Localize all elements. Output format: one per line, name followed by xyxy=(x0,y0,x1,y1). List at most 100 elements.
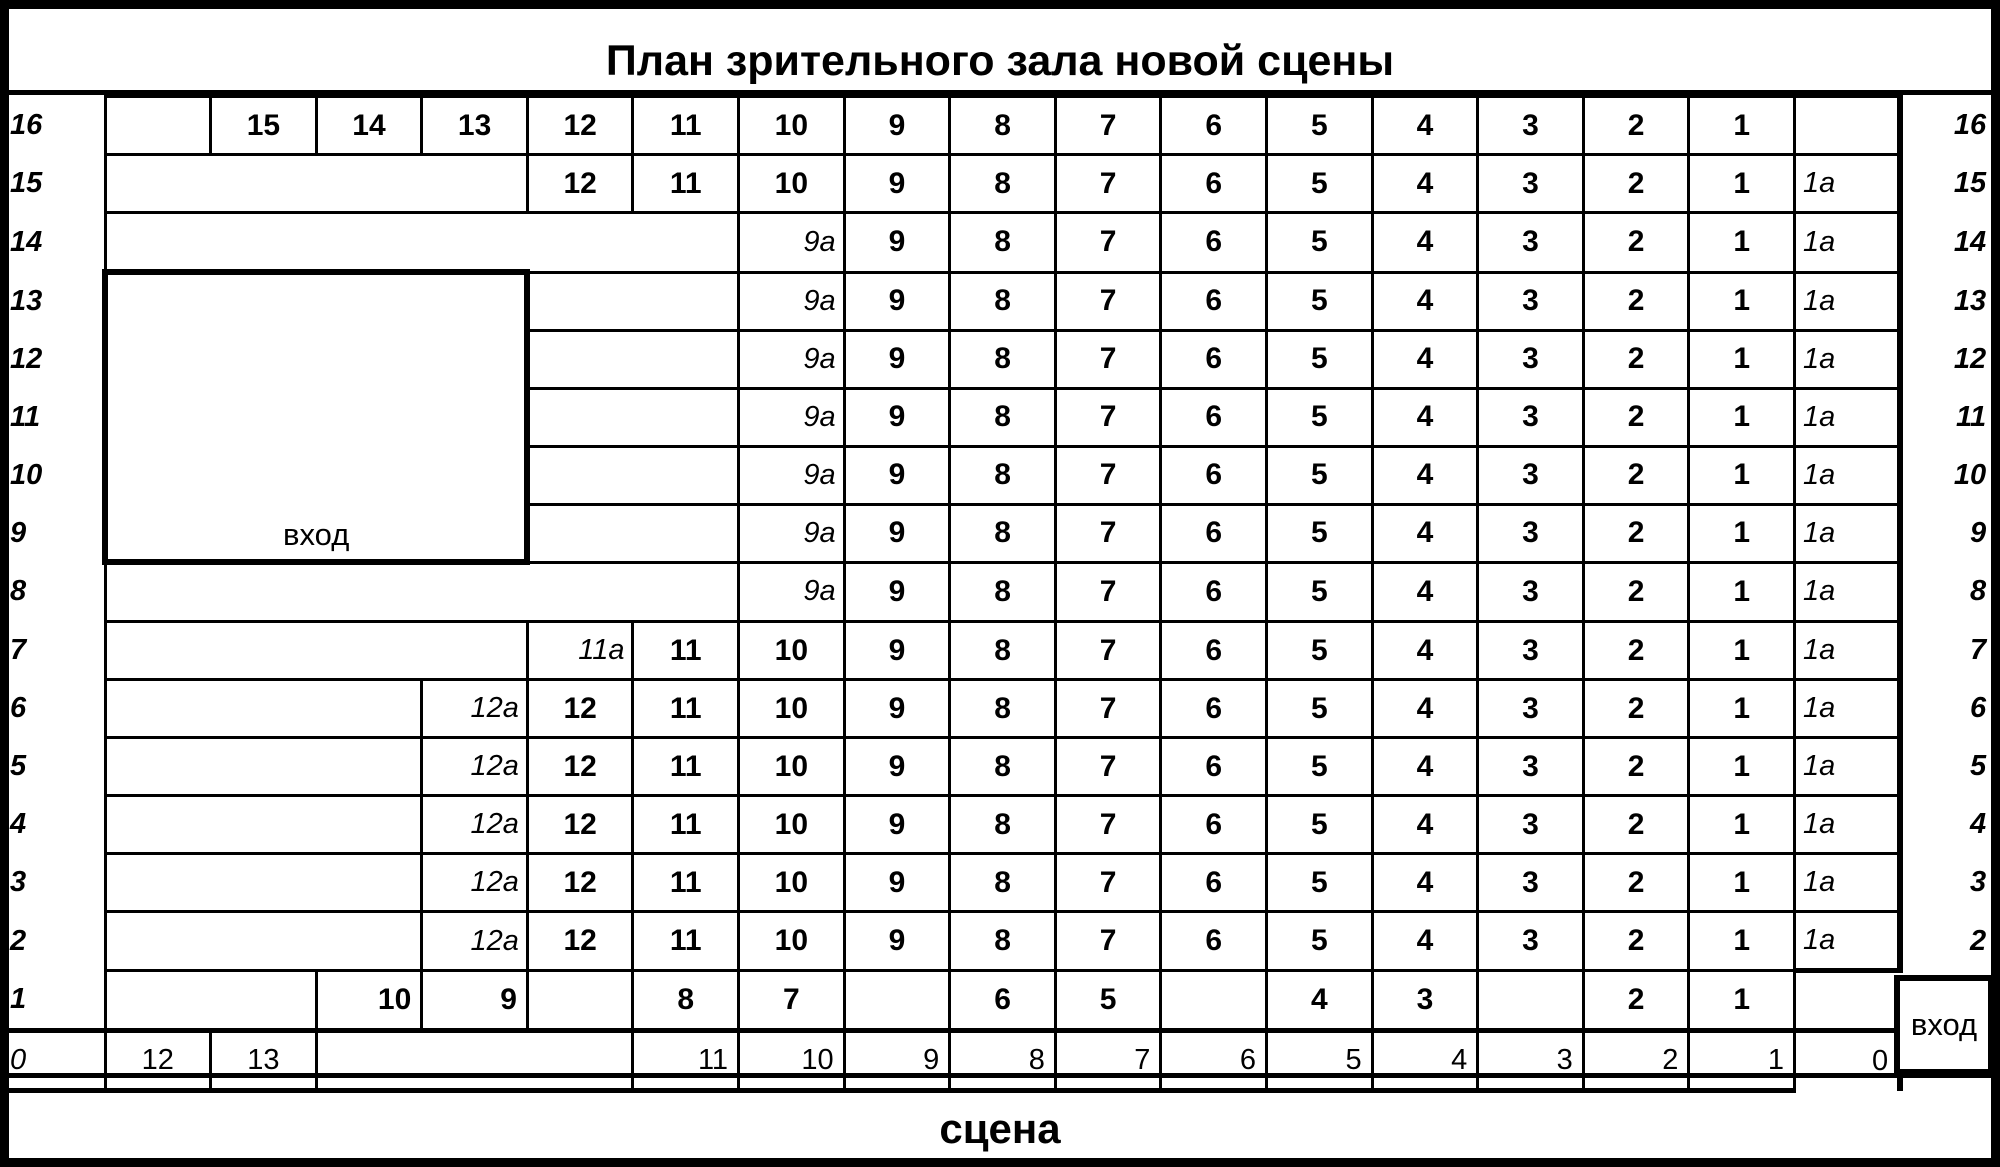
seat-14-7[interactable]: 7 xyxy=(1053,211,1163,274)
seat-13-7[interactable]: 7 xyxy=(1053,270,1163,332)
seat-13-6[interactable]: 6 xyxy=(1159,270,1269,332)
seat-14-3[interactable]: 3 xyxy=(1476,211,1585,274)
seat-11-1[interactable]: 1 xyxy=(1687,386,1796,448)
seat-4-5[interactable]: 5 xyxy=(1265,794,1374,855)
seat-10-4[interactable]: 4 xyxy=(1370,444,1480,506)
seat-8-3[interactable]: 3 xyxy=(1476,560,1585,623)
seat-14-4[interactable]: 4 xyxy=(1370,211,1480,274)
seat-8-4[interactable]: 4 xyxy=(1370,560,1480,623)
seat-13-2[interactable]: 2 xyxy=(1581,270,1691,332)
seat-10-6[interactable]: 6 xyxy=(1159,444,1269,506)
seat-1-8[interactable]: 8 xyxy=(631,969,741,1033)
seat-7-11a[interactable]: 11a xyxy=(525,620,635,681)
seat-14-2[interactable]: 2 xyxy=(1581,211,1691,274)
seat-10-9a[interactable]: 9a xyxy=(737,444,846,506)
seat-13-4[interactable]: 4 xyxy=(1370,270,1480,332)
seat-6-3[interactable]: 3 xyxy=(1476,678,1585,739)
seat-15-12[interactable]: 12 xyxy=(525,153,635,214)
seat-7-9[interactable]: 9 xyxy=(842,620,952,681)
seat-1-9[interactable]: 9 xyxy=(420,969,529,1033)
seat-14-9a[interactable]: 9a xyxy=(737,211,846,274)
seat-9-9a[interactable]: 9a xyxy=(737,502,846,564)
seat-8-7[interactable]: 7 xyxy=(1053,560,1163,623)
seat-6-9[interactable]: 9 xyxy=(842,678,952,739)
seat-7-1a[interactable]: 1a xyxy=(1793,620,1904,681)
seat-5-12[interactable]: 12 xyxy=(525,736,635,797)
seat-5-4[interactable]: 4 xyxy=(1370,736,1480,797)
seat-10-3[interactable]: 3 xyxy=(1476,444,1585,506)
seat-7-10[interactable]: 10 xyxy=(737,620,846,681)
seat-1-3[interactable]: 3 xyxy=(1370,969,1480,1033)
seat-6-1[interactable]: 1 xyxy=(1687,678,1796,739)
seat-11-7[interactable]: 7 xyxy=(1053,386,1163,448)
seat-12-9a[interactable]: 9a xyxy=(737,328,846,390)
seat-5-2[interactable]: 2 xyxy=(1581,736,1691,797)
seat-3-12[interactable]: 12 xyxy=(525,852,635,913)
seat-15-11[interactable]: 11 xyxy=(631,153,741,214)
seat-3-12a[interactable]: 12a xyxy=(420,852,529,913)
seat-11-5[interactable]: 5 xyxy=(1265,386,1374,448)
seat-16-5[interactable]: 5 xyxy=(1265,95,1374,156)
seat-16-6[interactable]: 6 xyxy=(1159,95,1269,156)
seat-2-12[interactable]: 12 xyxy=(525,910,635,972)
seat-16-11[interactable]: 11 xyxy=(631,95,741,156)
seat-9-1a[interactable]: 1a xyxy=(1793,502,1904,564)
seat-5-1[interactable]: 1 xyxy=(1687,736,1796,797)
seat-4-11[interactable]: 11 xyxy=(631,794,741,855)
seat-12-7[interactable]: 7 xyxy=(1053,328,1163,390)
seat-15-7[interactable]: 7 xyxy=(1053,153,1163,214)
seat-2-8[interactable]: 8 xyxy=(948,910,1057,972)
seat-15-5[interactable]: 5 xyxy=(1265,153,1374,214)
seat-7-3[interactable]: 3 xyxy=(1476,620,1585,681)
seat-6-12[interactable]: 12 xyxy=(525,678,635,739)
seat-6-5[interactable]: 5 xyxy=(1265,678,1374,739)
seat-16-10[interactable]: 10 xyxy=(737,95,846,156)
seat-8-9a[interactable]: 9a xyxy=(737,560,846,623)
seat-5-12a[interactable]: 12a xyxy=(420,736,529,797)
seat-9-2[interactable]: 2 xyxy=(1581,502,1691,564)
seat-13-5[interactable]: 5 xyxy=(1265,270,1374,332)
seat-15-8[interactable]: 8 xyxy=(948,153,1057,214)
seat-2-11[interactable]: 11 xyxy=(631,910,741,972)
seat-0-7[interactable]: 7 xyxy=(1053,1028,1163,1093)
seat-9-8[interactable]: 8 xyxy=(948,502,1057,564)
seat-4-10[interactable]: 10 xyxy=(737,794,846,855)
seat-10-1a[interactable]: 1a xyxy=(1793,444,1904,506)
seat-7-2[interactable]: 2 xyxy=(1581,620,1691,681)
seat-11-4[interactable]: 4 xyxy=(1370,386,1480,448)
seat-15-2[interactable]: 2 xyxy=(1581,153,1691,214)
seat-14-9[interactable]: 9 xyxy=(842,211,952,274)
seat-5-11[interactable]: 11 xyxy=(631,736,741,797)
seat-9-7[interactable]: 7 xyxy=(1053,502,1163,564)
seat-5-3[interactable]: 3 xyxy=(1476,736,1585,797)
seat-16-3[interactable]: 3 xyxy=(1476,95,1585,156)
seat-10-5[interactable]: 5 xyxy=(1265,444,1374,506)
seat-4-6[interactable]: 6 xyxy=(1159,794,1269,855)
seat-0-12[interactable]: 12 xyxy=(103,1028,213,1093)
seat-12-6[interactable]: 6 xyxy=(1159,328,1269,390)
seat-3-10[interactable]: 10 xyxy=(737,852,846,913)
seat-2-12a[interactable]: 12a xyxy=(420,910,529,972)
seat-2-3[interactable]: 3 xyxy=(1476,910,1585,972)
seat-8-9[interactable]: 9 xyxy=(842,560,952,623)
seat-16-12[interactable]: 12 xyxy=(525,95,635,156)
seat-16-13[interactable]: 13 xyxy=(420,95,529,156)
seat-5-5[interactable]: 5 xyxy=(1265,736,1374,797)
seat-14-1[interactable]: 1 xyxy=(1687,211,1796,274)
seat-11-8[interactable]: 8 xyxy=(948,386,1057,448)
seat-1-2[interactable]: 2 xyxy=(1581,969,1691,1033)
seat-0-10[interactable]: 10 xyxy=(737,1028,846,1093)
seat-16-1[interactable]: 1 xyxy=(1687,95,1796,156)
seat-13-1a[interactable]: 1a xyxy=(1793,270,1904,332)
seat-10-2[interactable]: 2 xyxy=(1581,444,1691,506)
seat-0-2[interactable]: 2 xyxy=(1581,1028,1691,1093)
seat-2-9[interactable]: 9 xyxy=(842,910,952,972)
seat-14-5[interactable]: 5 xyxy=(1265,211,1374,274)
seat-1-4[interactable]: 4 xyxy=(1265,969,1374,1033)
seat-9-9[interactable]: 9 xyxy=(842,502,952,564)
seat-0-4[interactable]: 4 xyxy=(1370,1028,1480,1093)
seat-3-5[interactable]: 5 xyxy=(1265,852,1374,913)
seat-7-4[interactable]: 4 xyxy=(1370,620,1480,681)
seat-15-6[interactable]: 6 xyxy=(1159,153,1269,214)
seat-12-2[interactable]: 2 xyxy=(1581,328,1691,390)
